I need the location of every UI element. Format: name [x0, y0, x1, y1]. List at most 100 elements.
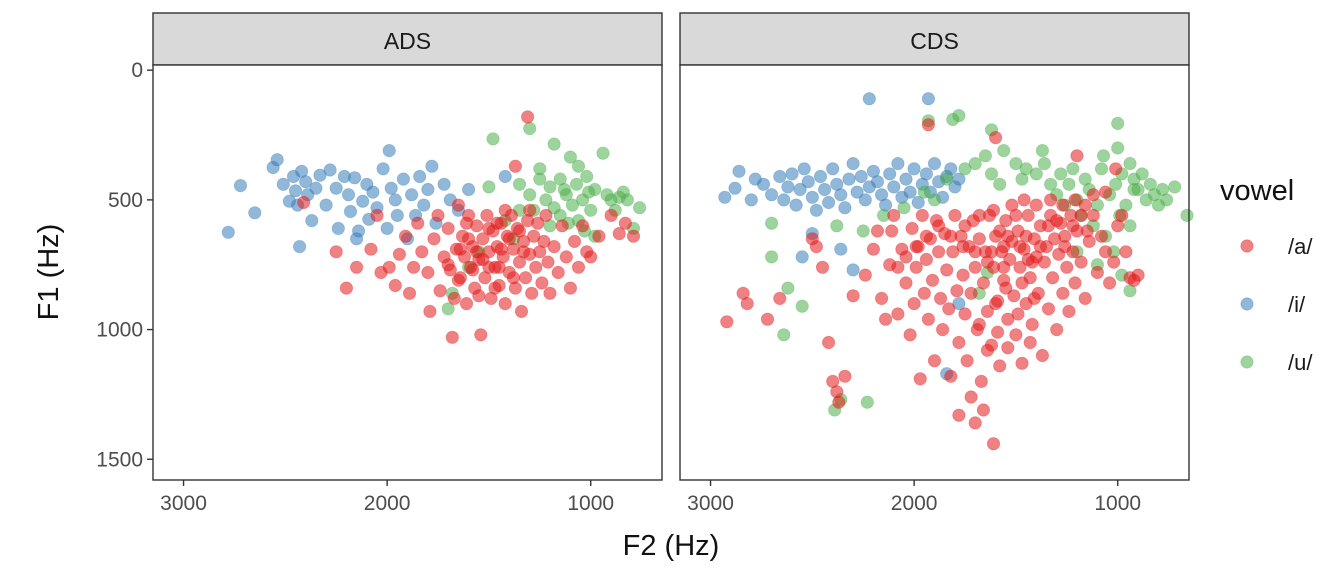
- data-point: [349, 260, 364, 274]
- data-point: [756, 177, 771, 191]
- data-point: [547, 137, 561, 151]
- data-point: [1078, 198, 1092, 212]
- data-point: [1017, 193, 1031, 207]
- data-point: [925, 273, 940, 287]
- data-point: [986, 203, 1001, 217]
- data-point: [551, 265, 565, 280]
- legend-label: /i/: [1288, 292, 1306, 317]
- data-point: [1013, 260, 1027, 274]
- data-point: [899, 276, 913, 290]
- data-point: [580, 169, 594, 184]
- data-point: [927, 193, 942, 207]
- data-point: [508, 159, 523, 173]
- data-point: [980, 304, 995, 318]
- data-point: [789, 198, 803, 212]
- data-point: [584, 203, 598, 217]
- data-point: [413, 169, 427, 184]
- legend-entry-u: /u/: [1240, 350, 1313, 375]
- data-point: [451, 273, 465, 287]
- data-point: [1009, 157, 1023, 171]
- data-point: [1080, 224, 1094, 238]
- data-point: [801, 175, 815, 189]
- data-point: [909, 240, 923, 254]
- data-point: [834, 188, 848, 202]
- data-point: [1109, 177, 1123, 191]
- data-point: [1035, 348, 1050, 363]
- data-point: [1062, 304, 1076, 318]
- data-point: [891, 157, 905, 171]
- data-point: [999, 281, 1013, 295]
- data-point: [571, 159, 586, 173]
- data-point: [944, 229, 958, 243]
- data-point: [1005, 198, 1019, 212]
- data-point: [986, 437, 1001, 451]
- data-point: [512, 177, 527, 191]
- data-point: [384, 181, 398, 195]
- data-point: [1056, 286, 1070, 300]
- data-point: [506, 271, 521, 285]
- data-point: [525, 286, 539, 300]
- data-point: [441, 302, 455, 316]
- data-point: [1160, 193, 1174, 207]
- data-point: [891, 260, 905, 274]
- data-point: [805, 190, 819, 204]
- data-point: [376, 162, 390, 176]
- data-point: [539, 193, 553, 207]
- data-point: [523, 203, 537, 217]
- legend-entry-i: /i/: [1240, 292, 1306, 317]
- data-point: [1078, 291, 1092, 305]
- data-point: [347, 171, 362, 185]
- data-point: [559, 250, 573, 264]
- data-point: [846, 263, 860, 277]
- data-point: [764, 250, 779, 264]
- data-point: [417, 198, 431, 212]
- data-point: [777, 193, 791, 207]
- data-point: [447, 291, 461, 305]
- data-point: [323, 163, 337, 177]
- data-point: [406, 260, 421, 274]
- data-point: [968, 416, 982, 430]
- data-point: [948, 208, 962, 222]
- data-point: [764, 188, 779, 202]
- data-point: [887, 180, 901, 194]
- legend-label: /a/: [1288, 234, 1313, 259]
- data-point: [862, 92, 876, 106]
- data-point: [921, 118, 936, 132]
- data-point: [584, 250, 598, 264]
- data-point: [516, 245, 531, 259]
- data-point: [958, 162, 972, 176]
- data-point: [339, 281, 353, 295]
- data-point: [421, 182, 435, 197]
- data-point: [942, 302, 956, 316]
- data-point: [903, 185, 917, 199]
- data-point: [809, 240, 824, 254]
- data-point: [1050, 322, 1064, 337]
- data-point: [921, 312, 936, 326]
- data-point: [569, 177, 584, 191]
- data-point: [1037, 255, 1052, 269]
- data-point: [826, 162, 840, 176]
- legend-title: vowel: [1220, 175, 1294, 207]
- data-point: [1011, 307, 1025, 321]
- data-point: [858, 268, 872, 282]
- points-ads: [221, 110, 647, 344]
- legend-key: [1240, 297, 1254, 311]
- data-point: [1168, 180, 1182, 194]
- data-point: [1068, 193, 1082, 207]
- data-point: [1062, 177, 1076, 191]
- data-point: [950, 284, 964, 298]
- data-point: [972, 232, 986, 246]
- facet-strip-label: ADS: [384, 28, 431, 54]
- data-point: [846, 289, 860, 303]
- data-point: [382, 144, 396, 158]
- data-point: [425, 159, 439, 173]
- data-point: [427, 232, 441, 246]
- data-point: [891, 307, 905, 321]
- data-point: [952, 335, 966, 350]
- axis-layer: 3000 2000 1000 3000 2000 1000 0 500 1000 1500: [96, 59, 1141, 515]
- data-point: [441, 258, 455, 272]
- data-point: [817, 182, 832, 197]
- data-point: [878, 312, 893, 326]
- data-point: [781, 180, 795, 194]
- data-point: [388, 278, 402, 293]
